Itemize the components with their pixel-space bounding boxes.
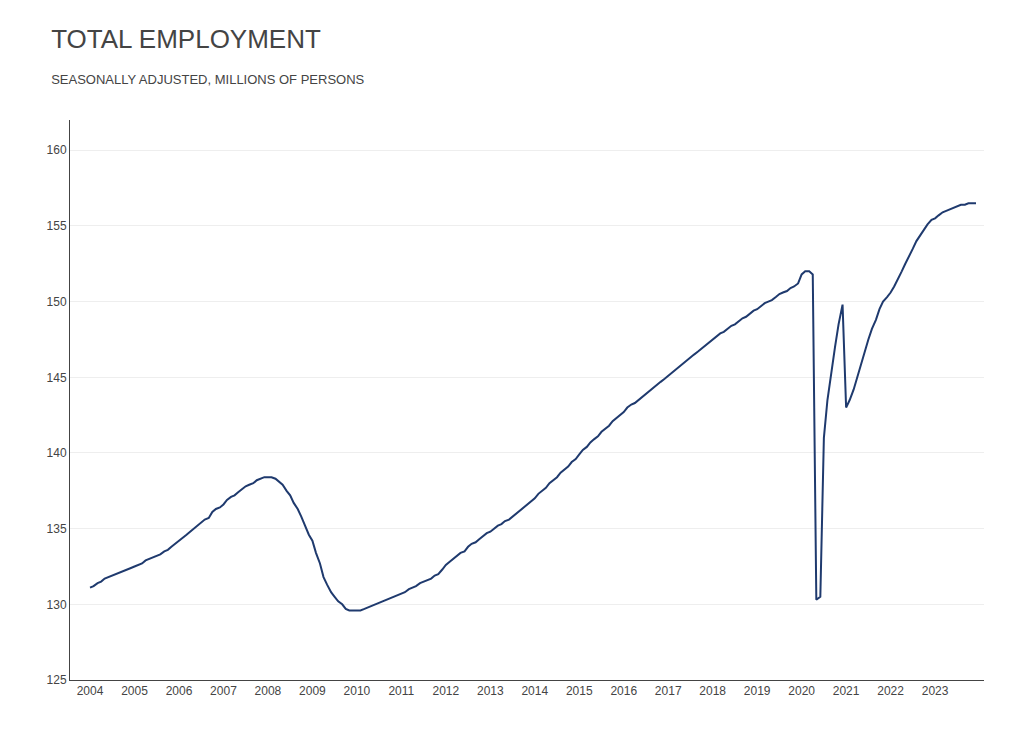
svg-text:160: 160: [47, 143, 67, 157]
svg-text:2014: 2014: [521, 684, 548, 698]
svg-text:155: 155: [47, 219, 67, 233]
svg-text:SEASONALLY ADJUSTED, MILLIONS: SEASONALLY ADJUSTED, MILLIONS OF PERSONS: [51, 72, 364, 87]
svg-text:2010: 2010: [344, 684, 371, 698]
svg-text:2022: 2022: [877, 684, 904, 698]
svg-text:140: 140: [47, 446, 67, 460]
svg-text:2021: 2021: [833, 684, 860, 698]
svg-text:2018: 2018: [699, 684, 726, 698]
svg-text:2007: 2007: [210, 684, 237, 698]
svg-text:2006: 2006: [166, 684, 193, 698]
svg-text:2008: 2008: [255, 684, 282, 698]
svg-text:2017: 2017: [655, 684, 682, 698]
svg-text:145: 145: [47, 371, 67, 385]
svg-text:130: 130: [47, 598, 67, 612]
svg-text:2015: 2015: [566, 684, 593, 698]
svg-text:TOTAL EMPLOYMENT: TOTAL EMPLOYMENT: [51, 24, 321, 54]
svg-text:135: 135: [47, 522, 67, 536]
svg-text:2012: 2012: [432, 684, 459, 698]
svg-text:2004: 2004: [77, 684, 104, 698]
svg-text:2020: 2020: [788, 684, 815, 698]
svg-text:2019: 2019: [744, 684, 771, 698]
svg-text:2011: 2011: [388, 684, 414, 698]
svg-text:2005: 2005: [121, 684, 148, 698]
svg-text:2023: 2023: [922, 684, 949, 698]
svg-text:2016: 2016: [610, 684, 637, 698]
svg-text:125: 125: [47, 673, 67, 687]
svg-text:150: 150: [47, 295, 67, 309]
svg-text:2013: 2013: [477, 684, 504, 698]
svg-text:2009: 2009: [299, 684, 326, 698]
